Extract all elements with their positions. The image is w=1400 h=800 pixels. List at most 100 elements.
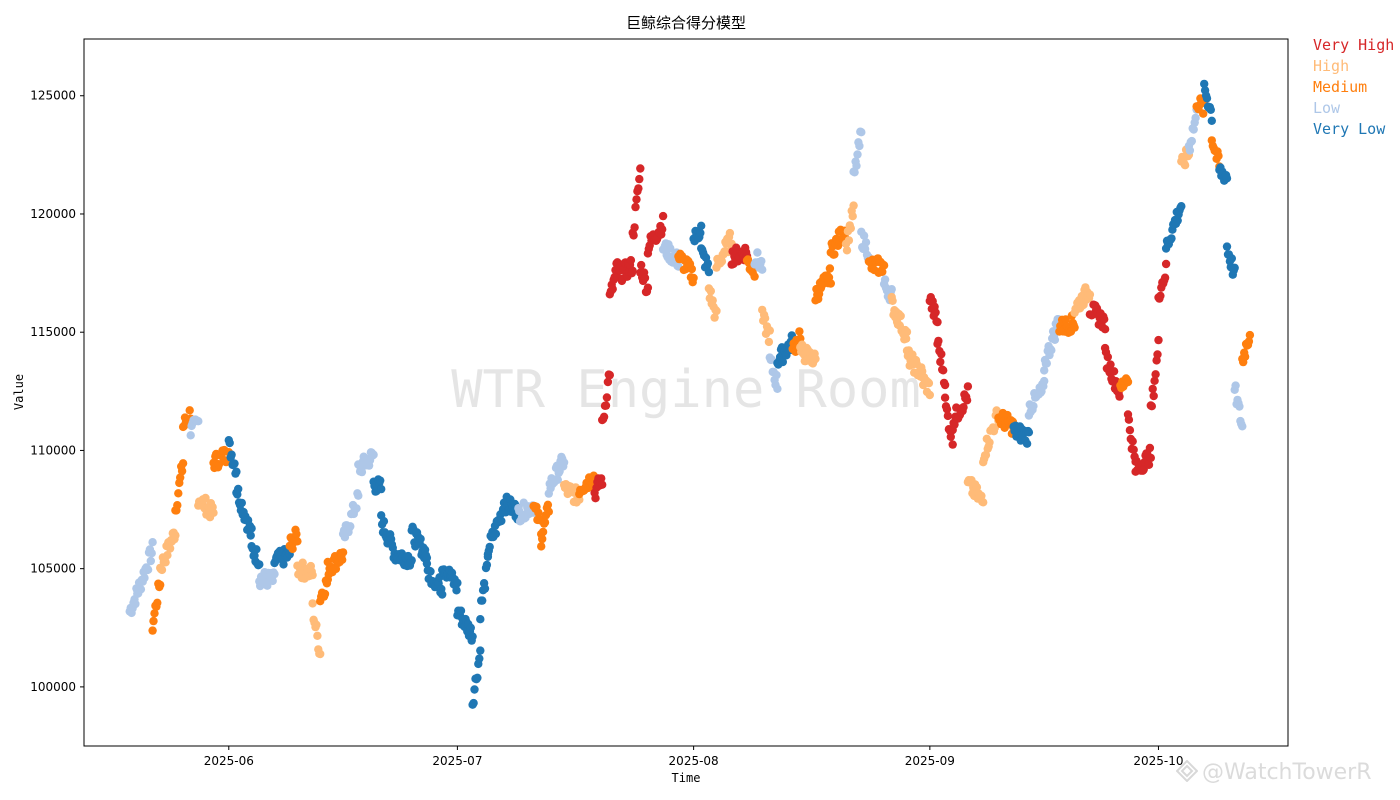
data-point: [1150, 376, 1159, 385]
credit-text: @WatchTowerR: [1202, 760, 1372, 785]
data-point: [1100, 315, 1109, 324]
x-tick-label: 2025-06: [204, 754, 254, 768]
data-point: [338, 555, 347, 564]
data-point: [628, 266, 637, 275]
data-point: [1177, 202, 1186, 211]
data-point: [597, 474, 606, 483]
data-point: [1187, 136, 1197, 146]
data-point: [1147, 402, 1157, 411]
data-point: [452, 586, 461, 595]
data-point: [252, 545, 261, 554]
data-point: [939, 366, 948, 375]
data-point: [147, 549, 156, 558]
data-point: [174, 489, 183, 498]
data-point: [703, 259, 713, 268]
data-point: [901, 334, 911, 343]
data-point: [940, 393, 950, 402]
data-point: [227, 450, 236, 459]
data-point: [482, 560, 492, 570]
data-point: [1200, 79, 1209, 89]
data-point: [1128, 437, 1137, 446]
data-point: [270, 569, 279, 579]
data-point: [1231, 381, 1240, 390]
data-point: [637, 260, 646, 270]
data-point: [1040, 376, 1049, 386]
data-point: [1227, 254, 1237, 263]
data-point: [634, 184, 643, 193]
data-point: [456, 606, 466, 615]
data-point: [438, 590, 447, 599]
data-point: [936, 357, 945, 367]
data-point: [689, 273, 698, 283]
data-point: [632, 195, 641, 204]
data-point: [485, 542, 494, 552]
data-point: [466, 623, 475, 632]
data-point: [1103, 352, 1113, 362]
data-point: [1189, 125, 1198, 134]
watchtower-logo-icon: [1176, 760, 1198, 782]
data-point: [773, 384, 782, 393]
data-point: [933, 317, 942, 327]
data-point: [846, 224, 855, 233]
data-point: [887, 285, 896, 294]
data-point: [209, 508, 218, 517]
data-point: [313, 631, 322, 640]
data-point: [758, 265, 767, 274]
y-tick-label: 115000: [30, 325, 76, 339]
data-point: [234, 484, 243, 494]
data-point: [825, 264, 835, 273]
data-point: [1148, 384, 1157, 394]
data-point: [842, 246, 852, 255]
data-point: [540, 518, 550, 527]
data-point: [176, 473, 185, 482]
data-point: [940, 380, 950, 390]
y-tick-label: 125000: [30, 89, 76, 103]
data-point: [1106, 360, 1115, 369]
data-point: [247, 524, 256, 533]
data-point: [629, 231, 638, 240]
data-point: [857, 128, 866, 137]
data-point: [186, 431, 195, 440]
data-point: [704, 267, 714, 277]
data-point: [1222, 242, 1232, 251]
data-point: [171, 531, 180, 540]
data-point: [849, 201, 858, 210]
data-point: [599, 412, 609, 421]
data-point: [630, 223, 639, 232]
data-point: [268, 576, 277, 586]
data-point: [924, 379, 934, 388]
data-point: [1244, 337, 1254, 346]
data-point: [1206, 105, 1216, 115]
data-point: [896, 311, 905, 321]
data-point: [352, 504, 361, 513]
data-point: [1050, 335, 1060, 344]
x-axis: 2025-06 2025-07 2025-08 2025-09 2025-10: [204, 746, 1184, 768]
data-point: [407, 556, 416, 565]
data-point: [972, 483, 982, 492]
data-point: [1151, 370, 1160, 379]
data-point: [480, 584, 490, 593]
data-point: [312, 620, 321, 629]
data-point: [422, 559, 432, 568]
data-point: [925, 390, 934, 400]
data-point: [1100, 325, 1110, 334]
data-point: [598, 480, 607, 489]
data-point: [185, 406, 194, 415]
data-point: [942, 405, 952, 414]
data-point: [177, 466, 187, 476]
data-point: [879, 261, 889, 270]
x-tick-label: 2025-09: [905, 754, 955, 768]
data-point: [959, 403, 968, 412]
data-point: [1129, 445, 1138, 454]
data-point: [308, 570, 317, 580]
data-point: [950, 420, 959, 429]
data-point: [320, 589, 330, 599]
data-point: [658, 225, 667, 234]
data-point: [1222, 174, 1232, 183]
data-point: [148, 538, 157, 547]
data-point: [476, 646, 485, 655]
watermark: WTR Engine Room: [451, 360, 921, 420]
data-point: [1230, 263, 1239, 272]
y-axis: 100000 105000 110000 115000 120000 125000: [30, 89, 84, 694]
